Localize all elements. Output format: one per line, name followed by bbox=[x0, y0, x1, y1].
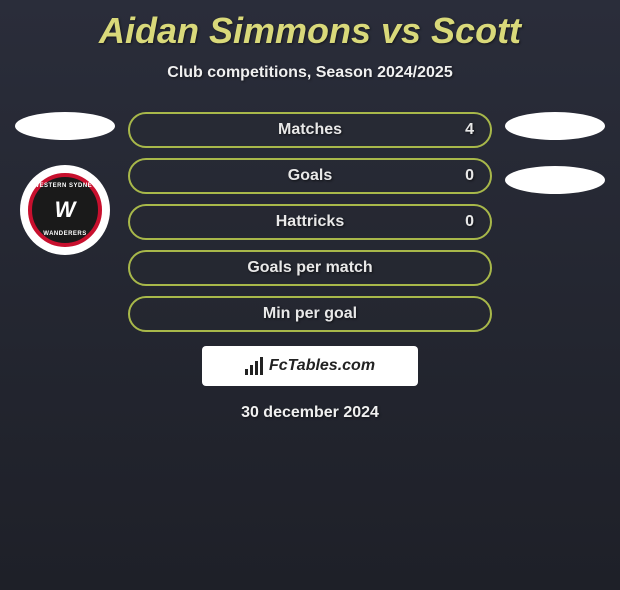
chart-icon bbox=[245, 357, 263, 375]
stat-row-min-per-goal: Min per goal bbox=[128, 296, 492, 332]
stat-label: Matches bbox=[278, 121, 342, 139]
stat-value: 0 bbox=[465, 167, 474, 185]
stat-label: Min per goal bbox=[263, 305, 357, 323]
player-slot-right-1 bbox=[505, 112, 605, 140]
left-column: WESTERN SYDNEY W WANDERERS bbox=[10, 112, 120, 255]
stat-label: Goals per match bbox=[247, 259, 372, 277]
club-logo-icon: W bbox=[55, 197, 76, 223]
club-badge-inner: WESTERN SYDNEY W WANDERERS bbox=[28, 173, 102, 247]
main-content: WESTERN SYDNEY W WANDERERS Matches 4 Goa… bbox=[0, 112, 620, 332]
subtitle: Club competitions, Season 2024/2025 bbox=[0, 64, 620, 82]
badge-text-top: WESTERN SYDNEY bbox=[33, 183, 96, 189]
stat-label: Goals bbox=[288, 167, 332, 185]
stat-value: 4 bbox=[465, 121, 474, 139]
stat-value: 0 bbox=[465, 213, 474, 231]
date-text: 30 december 2024 bbox=[0, 404, 620, 422]
right-column bbox=[500, 112, 610, 194]
player-slot-right-2 bbox=[505, 166, 605, 194]
player-slot-left bbox=[15, 112, 115, 140]
watermark-text: FcTables.com bbox=[269, 357, 375, 375]
club-badge-left: WESTERN SYDNEY W WANDERERS bbox=[20, 165, 110, 255]
stat-row-matches: Matches 4 bbox=[128, 112, 492, 148]
page-title: Aidan Simmons vs Scott bbox=[0, 10, 620, 52]
stat-row-goals: Goals 0 bbox=[128, 158, 492, 194]
stat-row-goals-per-match: Goals per match bbox=[128, 250, 492, 286]
stat-row-hattricks: Hattricks 0 bbox=[128, 204, 492, 240]
badge-text-bottom: WANDERERS bbox=[43, 231, 87, 237]
stats-column: Matches 4 Goals 0 Hattricks 0 Goals per … bbox=[120, 112, 500, 332]
stat-label: Hattricks bbox=[276, 213, 344, 231]
watermark: FcTables.com bbox=[202, 346, 418, 386]
